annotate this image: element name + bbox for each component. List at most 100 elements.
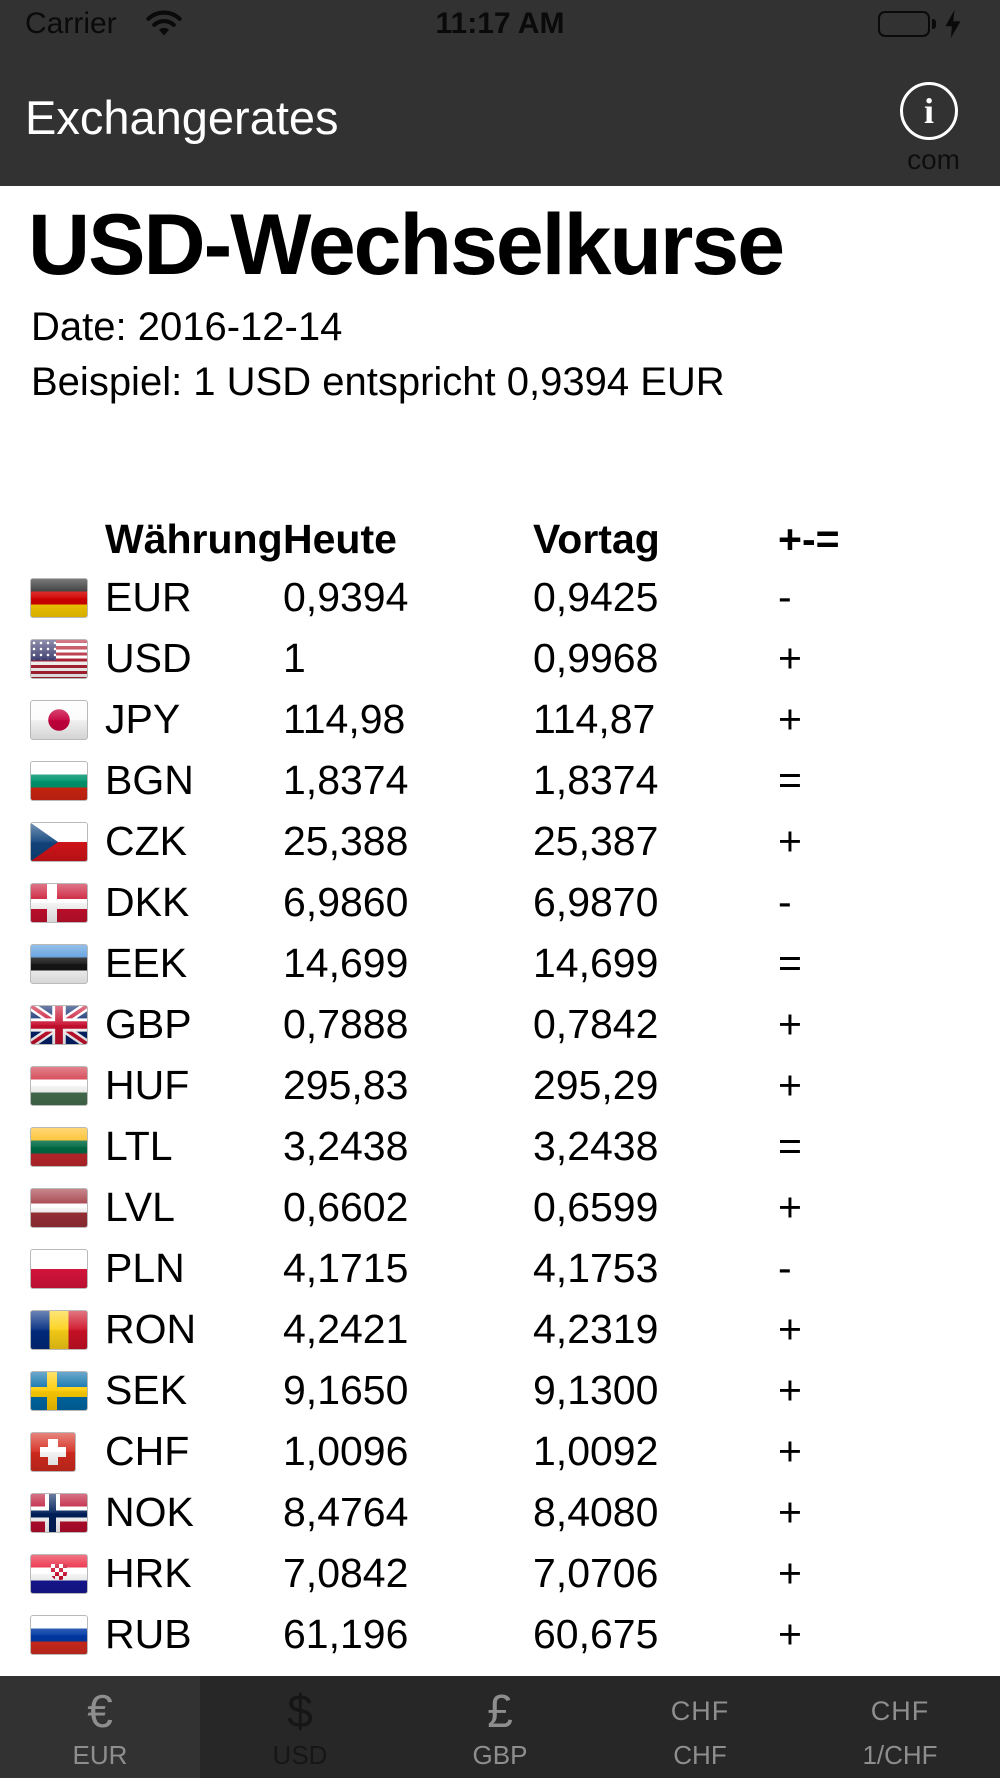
table-row: SEK 9,1650 9,1300 + xyxy=(30,1360,970,1421)
currency-code: NOK xyxy=(105,1489,194,1536)
info-caption: com xyxy=(907,144,960,175)
table-row: BGN 1,8374 1,8374 = xyxy=(30,750,970,811)
currency-code: BGN xyxy=(105,757,194,804)
trend-sign: + xyxy=(778,1489,802,1536)
rate-today: 7,0842 xyxy=(283,1550,409,1597)
rate-today: 1,8374 xyxy=(283,757,409,804)
info-glyph: i xyxy=(923,91,934,131)
norway-flag-icon xyxy=(30,1492,88,1533)
tab-label: EUR xyxy=(72,1740,128,1770)
tab-gbp[interactable]: £ GBP xyxy=(400,1676,600,1778)
table-row: EUR 0,9394 0,9425 - xyxy=(30,567,970,628)
rate-previous: 295,29 xyxy=(533,1062,659,1109)
currency-code: JPY xyxy=(105,696,181,743)
rate-previous: 1,8374 xyxy=(533,757,659,804)
battery-tip xyxy=(932,19,936,29)
japan-flag-icon xyxy=(30,699,88,740)
wifi-icon xyxy=(146,10,182,42)
tab-label: GBP xyxy=(472,1740,528,1770)
trend-sign: + xyxy=(778,818,802,865)
trend-sign: - xyxy=(778,574,792,621)
currency-code: RON xyxy=(105,1306,197,1353)
app-title: Exchangerates xyxy=(25,91,339,144)
rate-today: 4,2421 xyxy=(283,1306,409,1353)
croatia-flag-icon xyxy=(30,1553,88,1594)
currency-code: USD xyxy=(105,635,192,682)
romania-flag-icon xyxy=(30,1309,88,1350)
rate-today: 0,7888 xyxy=(283,1001,409,1048)
rates-table: Währung Heute Vortag +-= EUR 0,9394 0,94… xyxy=(30,511,970,1665)
currency-code: LVL xyxy=(105,1184,175,1231)
currency-code: RUB xyxy=(105,1611,192,1658)
table-row: JPY 114,98 114,87 + xyxy=(30,689,970,750)
status-bar: Carrier 11:17 AM xyxy=(0,0,1000,50)
rate-previous: 4,1753 xyxy=(533,1245,659,1292)
latvia-flag-icon xyxy=(30,1187,88,1228)
table-row: CZK 25,388 25,387 + xyxy=(30,811,970,872)
content-area[interactable]: USD-Wechselkurse Date: 2016-12-14 Beispi… xyxy=(0,186,1000,1676)
table-row: HUF 295,83 295,29 + xyxy=(30,1055,970,1116)
rate-previous: 9,1300 xyxy=(533,1367,659,1414)
rate-previous: 7,0706 xyxy=(533,1550,659,1597)
battery-full-charging-icon xyxy=(878,11,930,37)
rate-previous: 6,9870 xyxy=(533,879,659,926)
tab-1-chf[interactable]: CHF 1/CHF xyxy=(800,1676,1000,1778)
top-bar: Carrier 11:17 AM Exchangerates i com xyxy=(0,0,1000,186)
table-row: DKK 6,9860 6,9870 - xyxy=(30,872,970,933)
russia-flag-icon xyxy=(30,1614,88,1655)
trend-sign: + xyxy=(778,696,802,743)
rate-today: 1,0096 xyxy=(283,1428,409,1475)
tab-usd[interactable]: $ USD xyxy=(200,1676,400,1778)
rate-previous: 0,9968 xyxy=(533,635,659,682)
currency-code: LTL xyxy=(105,1123,173,1170)
pound-sign-icon: £ xyxy=(487,1685,513,1737)
table-row: USD 1 0,9968 + xyxy=(30,628,970,689)
page-title: USD-Wechselkurse xyxy=(28,197,785,293)
info-circle-icon[interactable]: i xyxy=(900,82,958,140)
currency-column-header: Währung xyxy=(105,515,283,562)
trend-sign: = xyxy=(778,757,802,804)
currency-code: HUF xyxy=(105,1062,190,1109)
trend-sign: = xyxy=(778,1123,802,1170)
rate-today: 0,6602 xyxy=(283,1184,409,1231)
table-row: EEK 14,699 14,699 = xyxy=(30,933,970,994)
currency-code: DKK xyxy=(105,879,190,926)
rate-previous: 3,2438 xyxy=(533,1123,659,1170)
rate-previous: 4,2319 xyxy=(533,1306,659,1353)
rate-today: 6,9860 xyxy=(283,879,409,926)
trend-column-header: +-= xyxy=(778,515,840,562)
trend-sign: + xyxy=(778,1550,802,1597)
currency-code: CHF xyxy=(105,1428,190,1475)
rate-previous: 0,6599 xyxy=(533,1184,659,1231)
navigation-bar: Exchangerates i com xyxy=(0,50,1000,186)
denmark-flag-icon xyxy=(30,882,88,923)
euro-sign-icon: € xyxy=(87,1685,113,1737)
trend-sign: + xyxy=(778,1062,802,1109)
currency-code: GBP xyxy=(105,1001,192,1048)
flag-column-header xyxy=(30,511,105,567)
trend-sign: + xyxy=(778,635,802,682)
switzerland-flag-icon xyxy=(30,1431,76,1472)
currency-code: EUR xyxy=(105,574,192,621)
rate-today: 25,388 xyxy=(283,818,409,865)
tab-label: 1/CHF xyxy=(862,1740,938,1770)
rate-previous: 25,387 xyxy=(533,818,659,865)
rate-previous: 60,675 xyxy=(533,1611,659,1658)
estonia-flag-icon xyxy=(30,943,88,984)
table-row: LVL 0,6602 0,6599 + xyxy=(30,1177,970,1238)
tab-chf[interactable]: CHF CHF xyxy=(600,1676,800,1778)
rate-today: 4,1715 xyxy=(283,1245,409,1292)
currency-code: CZK xyxy=(105,818,187,865)
rate-previous: 114,87 xyxy=(533,696,656,743)
trend-sign: + xyxy=(778,1001,802,1048)
rate-previous: 0,9425 xyxy=(533,574,659,621)
table-row: RUB 61,196 60,675 + xyxy=(30,1604,970,1665)
currency-code: SEK xyxy=(105,1367,188,1414)
united-states-flag-icon xyxy=(30,638,88,679)
table-row: CHF 1,0096 1,0092 + xyxy=(30,1421,970,1482)
tab-eur[interactable]: € EUR xyxy=(0,1676,200,1778)
trend-sign: - xyxy=(778,879,792,926)
rate-today: 295,83 xyxy=(283,1062,409,1109)
sweden-flag-icon xyxy=(30,1370,88,1411)
tab-bar: € EUR $ USD £ GBP CHF CHF CHF 1/CHF xyxy=(0,1676,1000,1778)
